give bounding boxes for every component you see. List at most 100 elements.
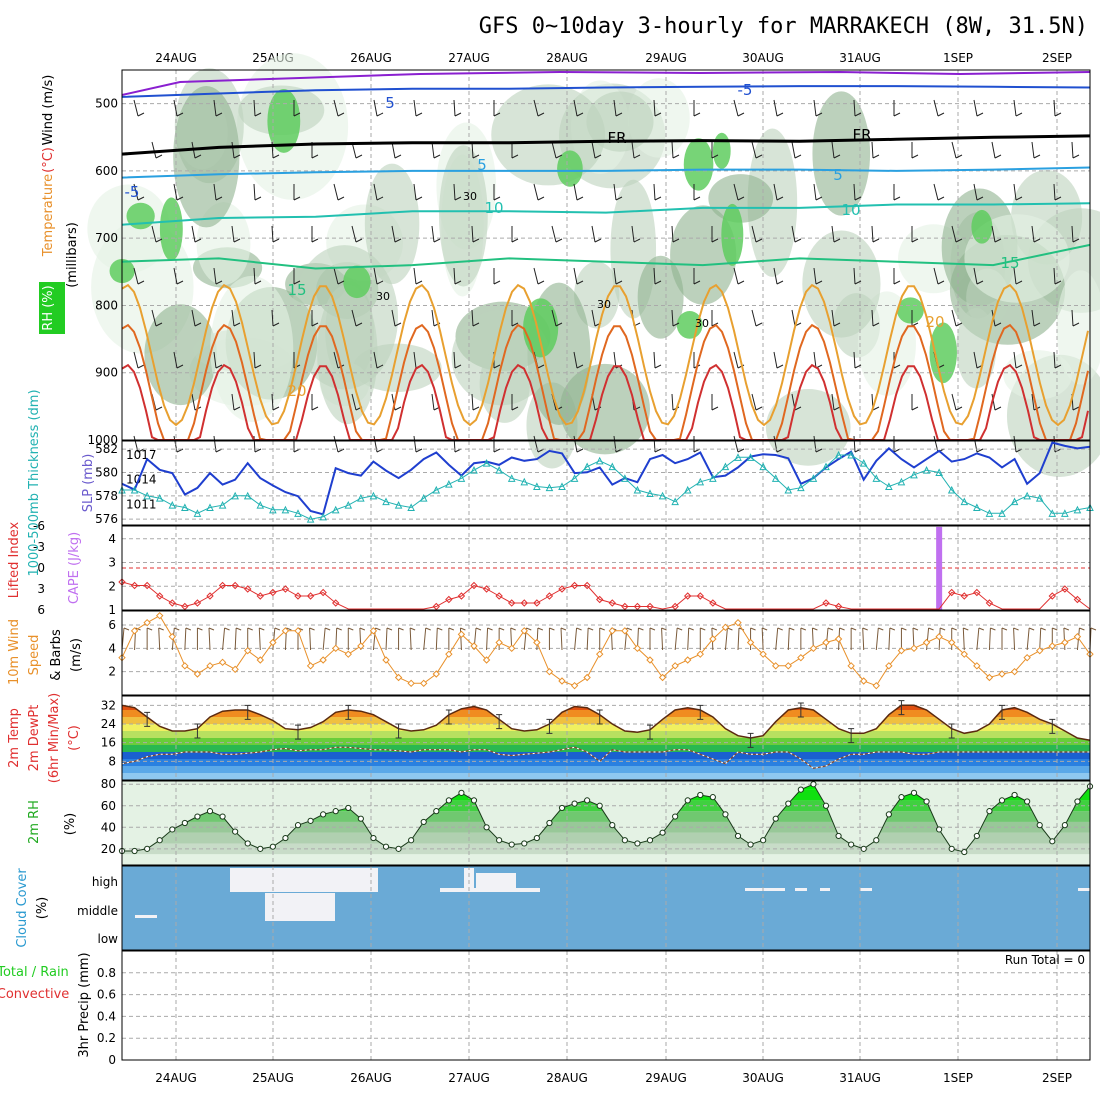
cloud-block (795, 888, 807, 891)
temp-axis-label: 2m Temp (7, 708, 22, 768)
surface-wind-barb (850, 627, 857, 650)
rh-point (345, 804, 352, 812)
rh-band (122, 811, 1090, 822)
wind-speed-point (294, 627, 302, 635)
wind-speed-point (734, 618, 742, 627)
contour-label: 15 (287, 281, 306, 299)
surface-wind-barb (761, 627, 768, 651)
thickness-point (595, 456, 604, 465)
wind-barb (151, 225, 163, 243)
surface-wind-barb (988, 627, 996, 651)
thickness-point (470, 466, 478, 474)
minmax-bar (596, 709, 603, 725)
thickness-point (910, 470, 918, 479)
rh-point (470, 797, 478, 804)
contour-label: 30 (597, 298, 611, 311)
wind-barb (631, 141, 641, 159)
wind-speed-point (156, 611, 164, 620)
wind-barb (671, 225, 680, 243)
thickness-point (130, 485, 139, 494)
thickness-point (394, 501, 403, 509)
rh-point (697, 791, 704, 799)
wind-barb (813, 99, 823, 117)
rh-point (294, 822, 302, 829)
thickness-point (973, 503, 981, 511)
thickness-point (658, 491, 667, 500)
li-tick: 6 (37, 603, 45, 617)
wind-speed-point (1048, 642, 1056, 650)
thickness-point (1061, 509, 1069, 517)
rh-point (282, 834, 289, 842)
cloud-level-label: high (92, 875, 118, 889)
slp-tick: 1011 (126, 497, 157, 511)
rh-point (232, 828, 239, 835)
cloud-block (135, 915, 157, 918)
wind-speed-point (306, 662, 315, 670)
surface-wind-barb (825, 627, 834, 651)
wind-barb (471, 225, 480, 243)
wind-speed-point (872, 681, 880, 690)
minmax-bar (295, 724, 301, 740)
slp-tick: 1017 (126, 448, 157, 462)
rh-point (458, 789, 465, 796)
surface-wind-barb (649, 627, 656, 650)
wind-speed-point (1023, 653, 1031, 662)
surface-wind-barb (423, 627, 431, 651)
pressure-tick: 600 (95, 164, 118, 178)
wind-barb (133, 183, 145, 201)
wind-barb (551, 141, 563, 159)
wind-barb (791, 225, 802, 243)
wind-barb (1071, 141, 1080, 159)
surface-wind-barb (1039, 627, 1046, 651)
temp-band (122, 766, 1090, 773)
surface-wind-barb (222, 627, 230, 651)
precip-legend-convective: Convective (0, 987, 69, 1002)
contour-label: 20 (925, 313, 944, 331)
wind-speed-point (583, 673, 591, 682)
rh-shade-blob (586, 91, 654, 152)
wind-barb (693, 184, 701, 201)
surface-wind-barb (900, 627, 907, 650)
rh-point (672, 813, 679, 820)
cloud-block (440, 888, 540, 892)
wind-barb (373, 183, 384, 201)
rh-shade-blob (964, 214, 1070, 303)
wind-speed-point (168, 632, 176, 641)
surface-wind-barb (699, 627, 706, 650)
wind-speed-point (910, 644, 918, 653)
wind-barb (231, 393, 241, 411)
rh-point (923, 798, 930, 805)
wind-barb (973, 183, 984, 201)
cloud-axis-label: (%) (35, 897, 50, 920)
slp-tick: 1014 (126, 473, 157, 487)
rh-point (822, 802, 830, 809)
rh-point (496, 837, 503, 844)
thickness-point (1073, 505, 1082, 514)
surface-wind-barb (888, 627, 896, 651)
li-point (482, 585, 491, 593)
surface-wind-barb (247, 627, 253, 650)
wind-barb (1053, 183, 1062, 201)
wind-barb (333, 183, 345, 201)
temp-axis-label: (°C) (67, 725, 82, 751)
cape-tick: 2 (108, 579, 116, 593)
thickness-point (507, 474, 516, 482)
thickness-point (155, 494, 164, 502)
wind-barb (933, 99, 945, 117)
rh-point (1074, 798, 1081, 805)
rh-moist-blob (557, 150, 583, 187)
wind-barb (391, 309, 402, 327)
thickness-point (709, 474, 717, 482)
contour-label: 30 (376, 290, 390, 303)
wind-barb (511, 226, 519, 243)
wind-barb (1031, 309, 1041, 327)
li-point (244, 585, 252, 593)
precip-tick: 0.2 (97, 1031, 116, 1045)
wind-barb (911, 226, 919, 243)
rh-moist-blob (721, 203, 744, 266)
rh-point (860, 845, 867, 852)
wind-barb (471, 309, 480, 327)
contour-label: 5 (385, 94, 395, 112)
wind-barb (293, 100, 301, 117)
